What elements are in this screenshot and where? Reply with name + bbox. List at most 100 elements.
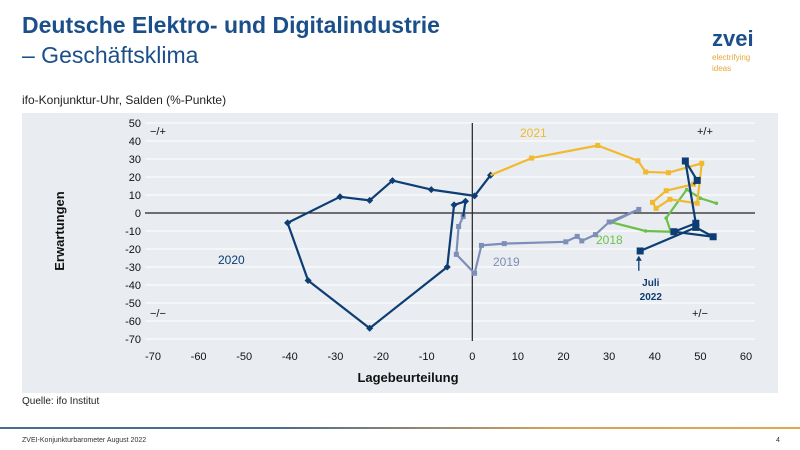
data-point-2020 [427, 186, 435, 194]
data-point-2018 [698, 196, 703, 201]
x-tick-label: -60 [191, 351, 207, 363]
data-point-2022 [636, 247, 644, 255]
y-tick-label: 30 [129, 154, 141, 166]
data-point-2019 [456, 224, 462, 229]
data-point-2020 [284, 219, 292, 227]
y-tick-label: 40 [129, 136, 141, 148]
data-point-2021 [529, 155, 535, 161]
data-point-2020 [366, 196, 374, 204]
data-point-2018 [664, 216, 668, 220]
data-point-2019 [606, 219, 612, 225]
footer-divider [0, 427, 800, 429]
data-point-2020 [443, 263, 451, 271]
data-point-2019 [501, 241, 507, 247]
series-label-2019: 2019 [493, 255, 520, 269]
annotation-year: 2022 [640, 292, 663, 303]
source-note: Quelle: ifo Institut [22, 396, 100, 407]
data-point-2020 [304, 276, 312, 285]
x-tick-label: -50 [236, 351, 252, 363]
data-point-2022 [692, 223, 700, 231]
x-tick-label: 0 [469, 351, 475, 363]
data-point-2021 [595, 143, 601, 148]
quadrant-label-bottom-left: −/− [150, 308, 166, 320]
data-point-2021 [694, 200, 700, 206]
series-line-2022 [639, 159, 715, 252]
data-point-2021 [643, 169, 649, 175]
annotation-arrowhead [635, 255, 642, 261]
data-point-2018 [643, 229, 648, 233]
data-point-2020 [388, 177, 397, 185]
series-line-2018 [611, 188, 717, 233]
series-label-2020: 2020 [218, 253, 245, 267]
data-point-2022 [692, 219, 700, 227]
x-tick-label: -20 [373, 351, 389, 363]
logo-tagline-2: ideas [712, 64, 732, 73]
data-point-2020 [450, 201, 458, 209]
y-axis-label: Erwartungen [52, 191, 67, 271]
x-tick-label: -70 [145, 351, 161, 363]
data-point-2018 [714, 201, 719, 206]
annotation-month: Juli [642, 278, 659, 289]
x-tick-label: -40 [282, 351, 298, 363]
quadrant-label-top-left: −/+ [150, 126, 166, 138]
data-point-2019 [579, 238, 585, 244]
y-tick-label: -10 [125, 226, 141, 238]
series-line-2020 [286, 174, 492, 330]
zvei-logo: zvei electrifying ideas [712, 26, 754, 74]
y-tick-label: -30 [125, 262, 141, 274]
y-tick-label: -50 [125, 298, 141, 310]
data-point-2020 [336, 193, 344, 201]
data-point-2022 [681, 157, 689, 165]
data-point-2019 [453, 251, 459, 257]
data-point-2018 [684, 187, 689, 192]
y-tick-label: -70 [125, 334, 141, 346]
x-tick-label: 60 [740, 351, 752, 363]
chart-subtitle: ifo-Konjunktur-Uhr, Salden (%-Punkte) [22, 93, 227, 107]
data-point-2019 [563, 239, 569, 245]
quadrant-label-top-right: +/+ [697, 126, 713, 138]
y-tick-label: -40 [125, 280, 141, 292]
logo-tagline-1: electrifying [712, 53, 751, 62]
x-axis-label: Lagebeurteilung [357, 370, 458, 385]
data-point-2021 [663, 188, 669, 194]
data-point-2020 [471, 192, 479, 200]
logo-wordmark: zvei [712, 26, 754, 51]
footer-text: ZVEI-Konjunkturbarometer August 2022 [22, 437, 147, 444]
y-tick-label: -60 [125, 316, 141, 328]
data-point-2021 [667, 196, 673, 202]
quadrant-label-bottom-right: +/− [692, 308, 708, 320]
data-point-2021 [699, 160, 705, 166]
y-tick-label: -20 [125, 244, 141, 256]
data-point-2019 [592, 232, 598, 238]
data-point-2022 [693, 176, 701, 184]
page-title: Deutsche Elektro- und Digitalindustrie [22, 12, 440, 38]
x-tick-label: 30 [603, 351, 615, 363]
y-tick-label: 0 [135, 208, 141, 220]
data-point-2020 [461, 197, 470, 205]
data-point-2019 [574, 233, 580, 239]
data-point-2021 [635, 158, 641, 164]
data-point-2022 [670, 228, 678, 236]
data-point-2019 [636, 206, 642, 212]
x-tick-label: 10 [512, 351, 524, 363]
y-tick-label: 20 [129, 172, 141, 184]
page-number: 4 [776, 437, 780, 444]
data-point-2019 [472, 270, 478, 276]
data-point-2020 [366, 324, 374, 332]
series-label-2018: 2018 [596, 233, 623, 247]
series-label-2021: 2021 [520, 126, 547, 140]
chart-panel [22, 113, 778, 393]
x-tick-label: -10 [419, 351, 435, 363]
data-point-2022 [709, 233, 717, 241]
data-point-2021 [653, 205, 659, 211]
data-point-2021 [649, 199, 655, 205]
x-tick-label: 20 [557, 351, 569, 363]
x-tick-label: 40 [649, 351, 661, 363]
y-tick-label: 50 [129, 118, 141, 130]
data-point-2019 [478, 242, 484, 248]
data-point-2021 [665, 170, 671, 176]
x-tick-label: 50 [694, 351, 706, 363]
y-tick-label: 10 [129, 190, 141, 202]
x-tick-label: -30 [328, 351, 344, 363]
